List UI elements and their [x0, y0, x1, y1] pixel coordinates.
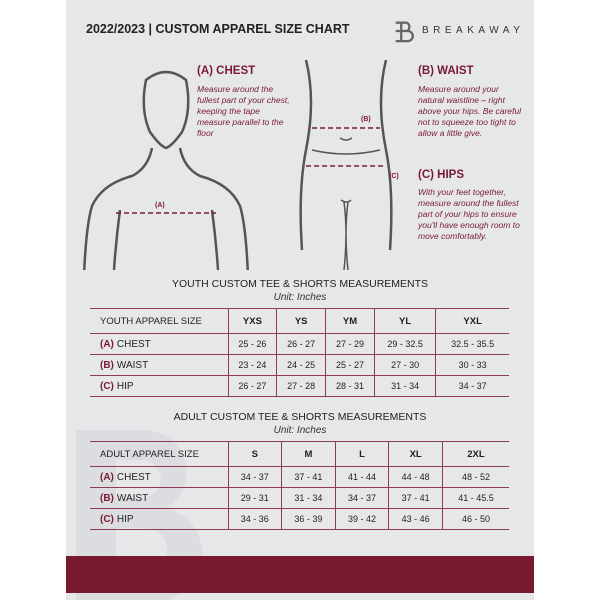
row-label: (A) CHEST: [90, 333, 228, 355]
page-title: 2022/2023 | CUSTOM APPAREL SIZE CHART: [86, 22, 350, 36]
row-label-text: HIP: [116, 380, 134, 392]
table-cell: 29 - 31: [227, 487, 282, 509]
table-cell: 39 - 42: [334, 508, 389, 530]
table-cell: 31 - 34: [373, 375, 436, 397]
column-header: L: [334, 441, 389, 467]
row-label: (C) HIP: [90, 375, 228, 397]
row-label: (B) WAIST: [90, 354, 228, 376]
column-header: XL: [388, 441, 443, 467]
row-letter: (C): [100, 513, 114, 525]
table-cell: 43 - 46: [388, 508, 443, 530]
table-cell: 28 - 31: [325, 375, 375, 397]
table-row: (C) HIP 26 - 27 27 - 28 28 - 31 31 - 34 34 - 3…: [90, 375, 509, 397]
column-header: YL: [373, 308, 436, 334]
column-header: S: [227, 441, 282, 467]
row-letter: (A): [100, 471, 114, 483]
row-label-text: CHEST: [116, 471, 151, 483]
table-header-row: ADULT APPAREL SIZE S M L XL 2XL: [90, 441, 509, 467]
adult-unit: Unit: Inches: [273, 425, 327, 436]
table-cell: 48 - 52: [441, 466, 509, 488]
hips-description: With your feet together, measure around …: [418, 187, 520, 241]
table-cell: 41 - 45.5: [441, 487, 509, 509]
column-header: YXL: [435, 308, 509, 334]
column-header: ADULT APPAREL SIZE: [90, 441, 228, 467]
body-diagram: [83, 60, 393, 270]
table-cell: 31 - 34: [281, 487, 336, 509]
table-cell: 34 - 36: [227, 508, 282, 530]
waist-heading: (B) WAIST: [418, 65, 474, 77]
column-header: YXS: [227, 308, 277, 334]
column-header: 2XL: [441, 441, 509, 467]
table-cell: 37 - 41: [281, 466, 336, 488]
youth-section-title: YOUTH CUSTOM TEE & SHORTS MEASUREMENTS: [171, 278, 429, 290]
table-cell: 29 - 32.5: [373, 333, 436, 355]
chest-description: Measure around the fullest part of your …: [197, 84, 290, 138]
waist-description: Measure around your natural waistline – …: [418, 84, 522, 138]
brand-name: BREAKAWAY: [422, 25, 525, 36]
adult-size-table: ADULT APPAREL SIZE S M L XL 2XL (A) CHEST 34 - 3…: [90, 441, 509, 530]
table-cell: 41 - 44: [334, 466, 389, 488]
column-header: YS: [276, 308, 326, 334]
table-row: (A) CHEST 25 - 26 26 - 27 27 - 29 29 - 32.5 32…: [90, 333, 509, 355]
row-label: (B) WAIST: [90, 487, 228, 509]
table-cell: 25 - 26: [227, 333, 277, 355]
column-header: M: [281, 441, 336, 467]
row-label: (A) CHEST: [90, 466, 228, 488]
table-header-row: YOUTH APPAREL SIZE YXS YS YM YL YXL: [90, 308, 509, 334]
table-row: (B) WAIST 29 - 31 31 - 34 34 - 37 37 - 41 41 -…: [90, 487, 509, 509]
table-cell: 34 - 37: [435, 375, 509, 397]
chest-marker: (A): [155, 202, 165, 209]
table-cell: 26 - 27: [227, 375, 277, 397]
hips-heading: (C) HIPS: [418, 169, 464, 181]
hip-marker: (C): [389, 173, 399, 180]
lower-body-figure: [299, 60, 393, 270]
table-cell: 32.5 - 35.5: [435, 333, 509, 355]
column-header: YM: [325, 308, 375, 334]
row-label: (C) HIP: [90, 508, 228, 530]
table-cell: 34 - 37: [334, 487, 389, 509]
table-cell: 26 - 27: [276, 333, 326, 355]
table-cell: 30 - 33: [435, 354, 509, 376]
row-letter: (B): [100, 359, 114, 371]
table-row: (C) HIP 34 - 36 36 - 39 39 - 42 43 - 46 46 - 5…: [90, 508, 509, 530]
column-header: YOUTH APPAREL SIZE: [90, 308, 228, 334]
table-row: (B) WAIST 23 - 24 24 - 25 25 - 27 27 - 30 30 -…: [90, 354, 509, 376]
chest-heading: (A) CHEST: [197, 65, 256, 77]
table-cell: 37 - 41: [388, 487, 443, 509]
table-cell: 23 - 24: [227, 354, 277, 376]
row-label-text: CHEST: [116, 338, 151, 350]
row-label-text: WAIST: [116, 492, 149, 504]
table-cell: 46 - 50: [441, 508, 509, 530]
adult-section-title: ADULT CUSTOM TEE & SHORTS MEASUREMENTS: [173, 411, 427, 423]
upper-body-figure: [83, 70, 249, 270]
footer-band: [66, 556, 534, 593]
table-cell: 36 - 39: [281, 508, 336, 530]
table-cell: 27 - 29: [325, 333, 375, 355]
table-cell: 44 - 48: [388, 466, 443, 488]
waist-marker: (B): [361, 116, 371, 123]
table-cell: 24 - 25: [276, 354, 326, 376]
row-label-text: WAIST: [116, 359, 149, 371]
table-row: (A) CHEST 34 - 37 37 - 41 41 - 44 44 - 48 48 -…: [90, 466, 509, 488]
table-cell: 25 - 27: [325, 354, 375, 376]
row-letter: (C): [100, 380, 114, 392]
brand-logo-icon: [395, 21, 414, 43]
row-label-text: HIP: [116, 513, 134, 525]
table-cell: 34 - 37: [227, 466, 282, 488]
youth-unit: Unit: Inches: [273, 292, 327, 303]
table-cell: 27 - 28: [276, 375, 326, 397]
row-letter: (B): [100, 492, 114, 504]
youth-size-table: YOUTH APPAREL SIZE YXS YS YM YL YXL (A) CHEST 25…: [90, 308, 509, 397]
table-cell: 27 - 30: [373, 354, 436, 376]
row-letter: (A): [100, 338, 114, 350]
